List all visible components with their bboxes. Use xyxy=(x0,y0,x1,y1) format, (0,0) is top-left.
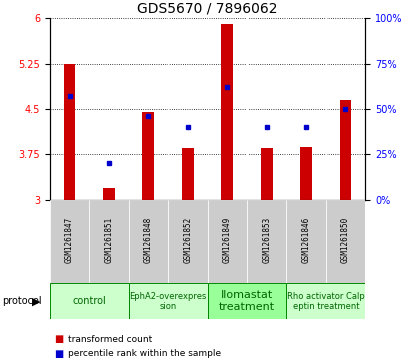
Bar xyxy=(208,200,247,283)
Bar xyxy=(129,283,208,319)
Text: GSM1261850: GSM1261850 xyxy=(341,217,350,263)
Text: GSM1261852: GSM1261852 xyxy=(183,217,192,263)
Text: protocol: protocol xyxy=(2,296,42,306)
Bar xyxy=(182,148,194,200)
Text: Rho activator Calp
eptin treatment: Rho activator Calp eptin treatment xyxy=(287,291,365,311)
Text: GSM1261846: GSM1261846 xyxy=(302,217,310,263)
Bar xyxy=(63,64,76,200)
Bar xyxy=(300,147,312,200)
Bar xyxy=(286,283,365,319)
Bar xyxy=(286,200,326,283)
Text: ▶: ▶ xyxy=(32,296,41,306)
Text: GSM1261849: GSM1261849 xyxy=(223,217,232,263)
Bar xyxy=(326,200,365,283)
Bar xyxy=(261,148,273,200)
Bar xyxy=(221,24,233,200)
Bar xyxy=(247,200,286,283)
Text: EphA2-overexpres
sion: EphA2-overexpres sion xyxy=(129,291,207,311)
Bar xyxy=(208,283,286,319)
Text: GSM1261848: GSM1261848 xyxy=(144,217,153,263)
Bar xyxy=(89,200,129,283)
Text: GSM1261853: GSM1261853 xyxy=(262,217,271,263)
Bar xyxy=(103,188,115,200)
Bar xyxy=(142,112,154,200)
Text: Ilomastat
treatment: Ilomastat treatment xyxy=(219,290,275,312)
Bar xyxy=(129,200,168,283)
Text: ■: ■ xyxy=(54,334,63,344)
Text: transformed count: transformed count xyxy=(68,335,153,344)
Text: GSM1261851: GSM1261851 xyxy=(105,217,113,263)
Text: GSM1261847: GSM1261847 xyxy=(65,217,74,263)
Bar xyxy=(50,283,129,319)
Bar xyxy=(339,100,352,200)
Text: ■: ■ xyxy=(54,349,63,359)
Bar xyxy=(168,200,208,283)
Text: control: control xyxy=(72,296,106,306)
Title: GDS5670 / 7896062: GDS5670 / 7896062 xyxy=(137,1,278,16)
Text: percentile rank within the sample: percentile rank within the sample xyxy=(68,350,222,358)
Bar xyxy=(50,200,89,283)
